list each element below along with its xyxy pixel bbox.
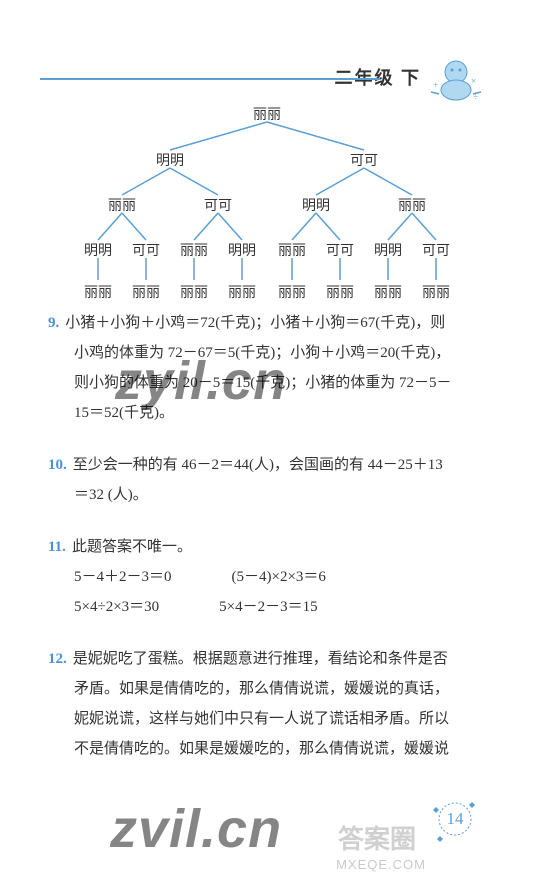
tree-node: 丽丽	[398, 195, 426, 215]
problem-line: ＝32 (人)。	[48, 480, 486, 510]
page-number: 14	[447, 809, 464, 829]
tree-node: 丽丽	[228, 282, 256, 302]
tree-diagram: 丽丽 明明 可可 丽丽 可可 明明 丽丽 明明 可可 丽丽 明明 丽丽 可可 明…	[0, 100, 534, 300]
mascot-icon: + × ÷	[429, 52, 484, 102]
tree-node: 明明	[302, 195, 330, 215]
tree-node: 丽丽	[422, 282, 450, 302]
problem-line: 至少会一种的有 46－2＝44(人)，会国画的有 44－25＋13	[73, 457, 443, 473]
tree-node: 丽丽	[84, 282, 112, 302]
tree-node: 可可	[422, 240, 450, 260]
tree-node: 丽丽	[278, 282, 306, 302]
problem-12: 12. 是妮妮吃了蛋糕。根据题意进行推理，看结论和条件是否 矛盾。如果是倩倩吃的，…	[48, 644, 486, 764]
formula: (5－4)×2×3＝6	[232, 562, 326, 592]
tree-node: 明明	[374, 240, 402, 260]
tree-node: 可可	[326, 240, 354, 260]
problem-10: 10. 至少会一种的有 46－2＝44(人)，会国画的有 44－25＋13 ＝32…	[48, 450, 486, 510]
problem-number: 10.	[48, 457, 67, 473]
problem-line: 小猪＋小狗＋小鸡＝72(千克)；小猪＋小狗＝67(千克)，则	[65, 315, 445, 331]
tree-node: 丽丽	[374, 282, 402, 302]
tree-node: 明明	[228, 240, 256, 260]
problem-line: 不是倩倩吃的。如果是媛媛吃的，那么倩倩说谎，媛媛说	[48, 734, 486, 764]
problem-line: 妮妮说谎，这样与她们中只有一人说了谎话相矛盾。所以	[48, 704, 486, 734]
formula: 5－4＋2－3＝0	[74, 562, 172, 592]
page-badge: 14	[428, 792, 482, 846]
grade-title: 二年级 下	[335, 64, 422, 90]
tree-node: 明明	[156, 150, 184, 170]
tree-node: 可可	[350, 150, 378, 170]
problem-number: 9.	[48, 315, 59, 331]
tree-node: 丽丽	[278, 240, 306, 260]
problem-9: 9. 小猪＋小狗＋小鸡＝72(千克)；小猪＋小狗＝67(千克)，则 小鸡的体重为 …	[48, 308, 486, 428]
page-header: 二年级 下 + × ÷	[335, 52, 485, 102]
header-divider	[40, 78, 380, 80]
tree-node: 丽丽	[180, 240, 208, 260]
problem-line: 矛盾。如果是倩倩吃的，那么倩倩说谎，媛媛说的真话，	[48, 674, 486, 704]
formula: 5×4÷2×3＝30	[74, 592, 159, 622]
problem-11: 11. 此题答案不唯一。 5－4＋2－3＝0 (5－4)×2×3＝6 5×4÷2×…	[48, 532, 486, 622]
tree-node: 丽丽	[108, 195, 136, 215]
problem-number: 11.	[48, 539, 66, 555]
problem-line: 则小狗的体重为 20－5＝15(千克)；小猪的体重为 72－5－	[48, 368, 486, 398]
tree-node: 丽丽	[132, 282, 160, 302]
watermark: zvil.cn	[110, 798, 282, 860]
svg-text:+: +	[433, 80, 438, 90]
answer-badge: 答案圈	[338, 819, 416, 856]
formula-row: 5×4÷2×3＝30 5×4－2－3＝15	[48, 592, 486, 622]
problem-line: 小鸡的体重为 72－67＝5(千克)；小狗＋小鸡＝20(千克)，	[48, 338, 486, 368]
problem-number: 12.	[48, 651, 67, 667]
svg-text:×: ×	[471, 76, 476, 86]
tree-node: 丽丽	[326, 282, 354, 302]
problem-line: 15＝52(千克)。	[48, 398, 486, 428]
tree-node: 丽丽	[180, 282, 208, 302]
tree-node: 可可	[204, 195, 232, 215]
problem-line: 是妮妮吃了蛋糕。根据题意进行推理，看结论和条件是否	[73, 651, 448, 667]
tree-node: 明明	[84, 240, 112, 260]
content-area: 9. 小猪＋小狗＋小鸡＝72(千克)；小猪＋小狗＝67(千克)，则 小鸡的体重为 …	[48, 308, 486, 786]
footer-url: MXEQE.COM	[336, 857, 426, 872]
problem-line: 此题答案不唯一。	[72, 539, 192, 555]
tree-node: 可可	[132, 240, 160, 260]
formula-row: 5－4＋2－3＝0 (5－4)×2×3＝6	[48, 562, 486, 592]
formula: 5×4－2－3＝15	[219, 592, 317, 622]
tree-root: 丽丽	[253, 104, 281, 124]
